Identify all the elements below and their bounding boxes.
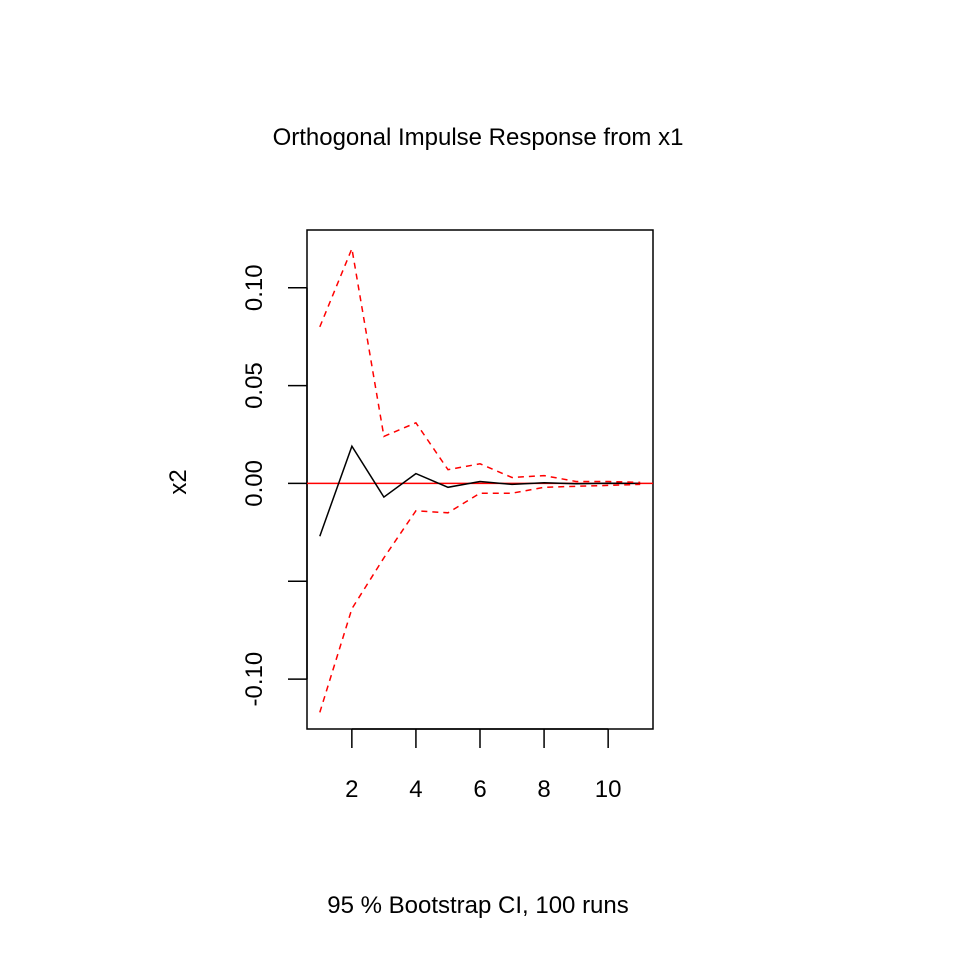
x-tick-label: 4 xyxy=(409,776,422,803)
y-axis-label: x2 xyxy=(165,469,192,494)
response-series-line xyxy=(319,444,641,537)
y-tick-label: 0.10 xyxy=(241,264,268,311)
y-tick-label: 0.05 xyxy=(241,362,268,409)
chart-title: Orthogonal Impulse Response from x1 xyxy=(273,124,684,151)
plot-series xyxy=(307,245,653,713)
y-tick-label: 0.00 xyxy=(241,460,268,507)
x-tick-label: 6 xyxy=(473,776,486,803)
x-axis-label: 95 % Bootstrap CI, 100 runs xyxy=(327,892,629,919)
y-tick-label: -0.10 xyxy=(241,652,268,707)
x-tick-label: 8 xyxy=(537,776,550,803)
lower-series-line xyxy=(319,483,641,713)
x-axis: 2 4 6 8 10 xyxy=(345,728,622,803)
upper-series-line xyxy=(319,245,641,484)
x-tick-label: 2 xyxy=(345,776,358,803)
plot-frame xyxy=(306,229,654,730)
y-axis: -0.10 0.00 0.05 0.10 xyxy=(241,264,308,707)
x-tick-label: 10 xyxy=(595,776,622,803)
